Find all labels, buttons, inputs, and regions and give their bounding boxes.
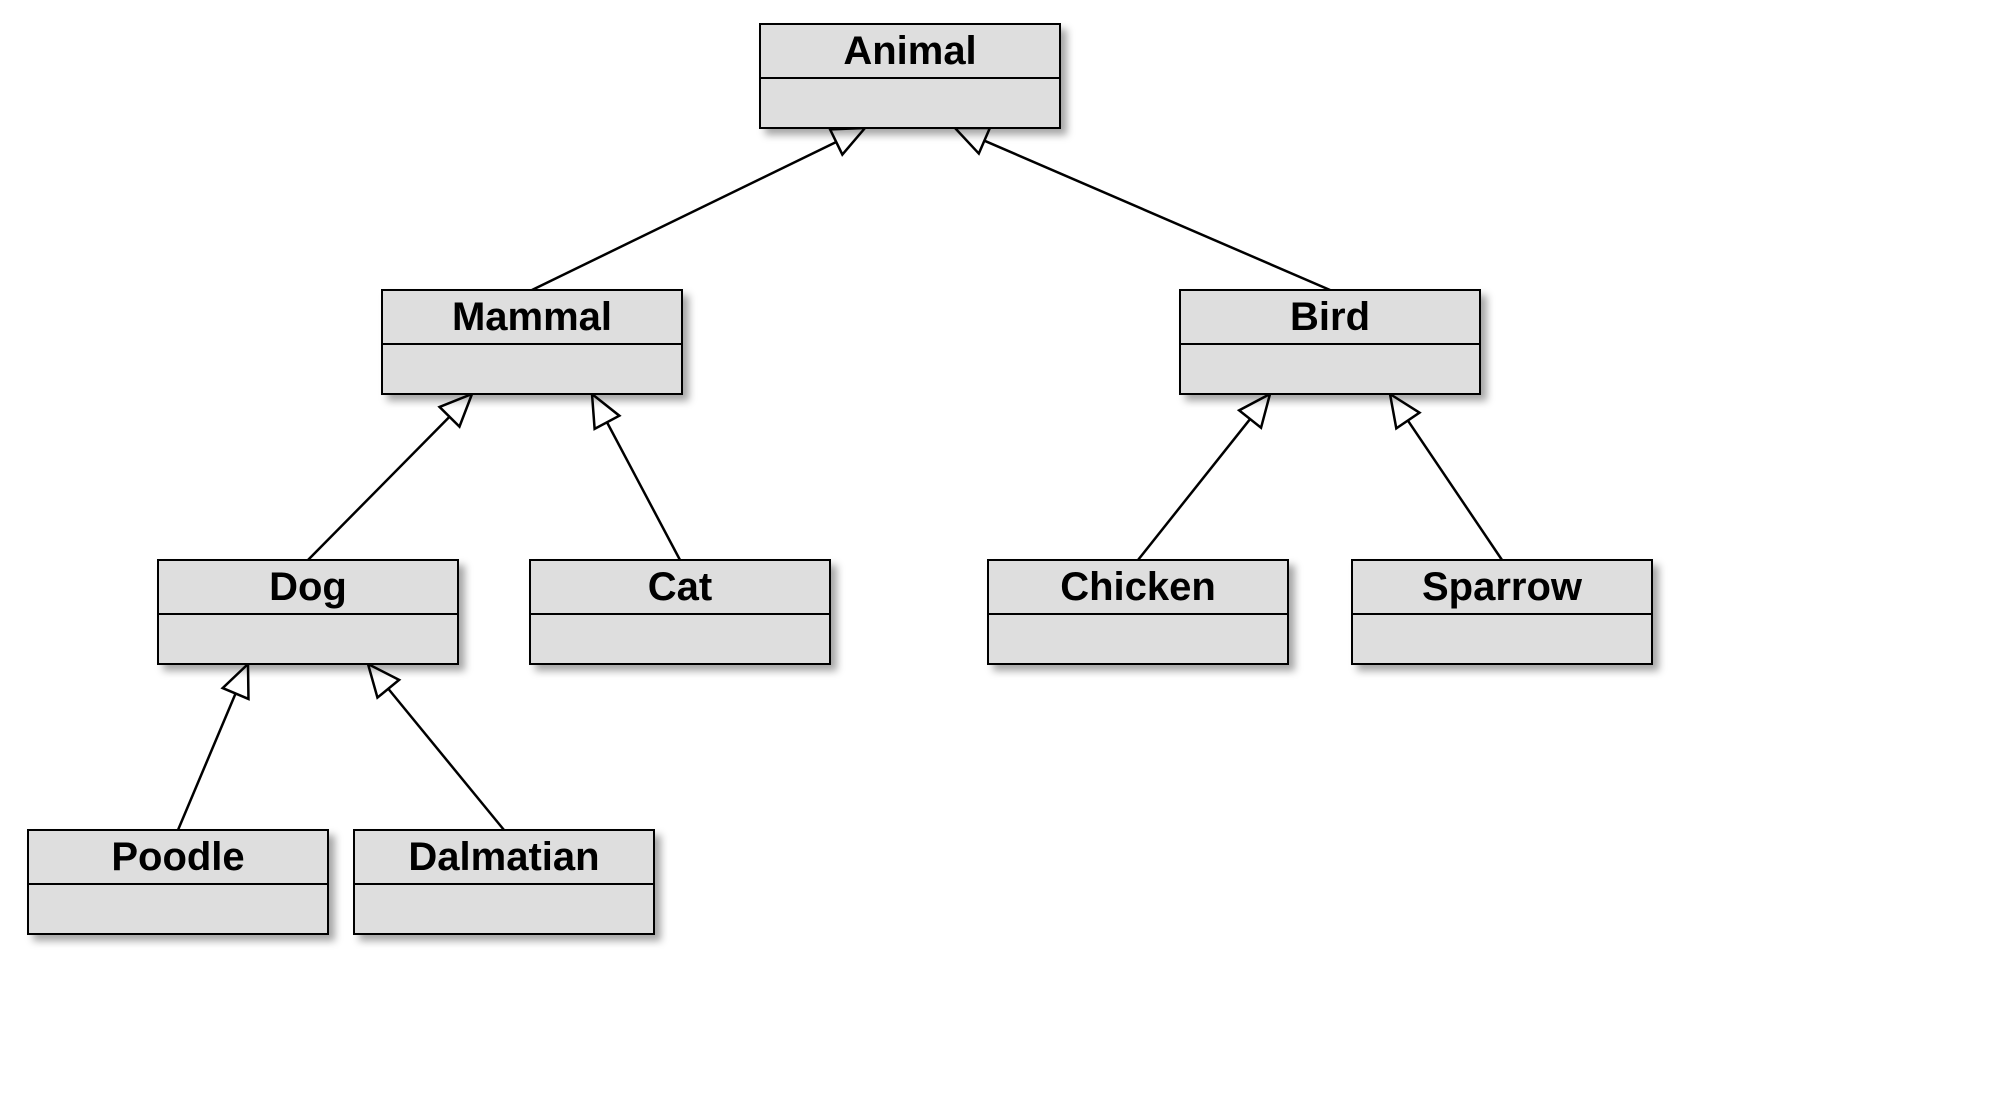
generalization-arrowhead-icon — [830, 128, 865, 155]
generalization-edge — [1138, 419, 1250, 560]
class-title: Dalmatian — [408, 835, 599, 879]
class-title: Animal — [843, 29, 976, 73]
class-node-mammal: Mammal — [382, 290, 682, 394]
class-node-sparrow: Sparrow — [1352, 560, 1652, 664]
class-title: Sparrow — [1422, 565, 1583, 609]
edges-layer — [178, 128, 1502, 830]
generalization-arrowhead-icon — [368, 664, 399, 698]
generalization-edge — [607, 422, 680, 560]
nodes-layer: Animal Mammal Bird Dog Cat Chicken Sparrow Pood… — [28, 24, 1652, 934]
class-title: Dog — [269, 565, 347, 609]
generalization-arrowhead-icon — [223, 664, 249, 699]
generalization-edge — [308, 417, 450, 560]
generalization-edge — [532, 142, 836, 290]
generalization-arrowhead-icon — [1239, 394, 1270, 428]
generalization-edge — [178, 693, 236, 830]
class-title: Bird — [1290, 295, 1370, 339]
class-title: Chicken — [1060, 565, 1216, 609]
generalization-arrowhead-icon — [592, 394, 619, 429]
generalization-arrowhead-icon — [1390, 394, 1420, 428]
class-node-bird: Bird — [1180, 290, 1480, 394]
class-node-dalmatian: Dalmatian — [354, 830, 654, 934]
class-node-poodle: Poodle — [28, 830, 328, 934]
class-node-dog: Dog — [158, 560, 458, 664]
class-node-animal: Animal — [760, 24, 1060, 128]
generalization-edge — [1408, 421, 1502, 560]
class-title: Cat — [648, 565, 712, 609]
class-title: Mammal — [452, 295, 612, 339]
generalization-arrowhead-icon — [955, 128, 990, 154]
class-title: Poodle — [111, 835, 244, 879]
class-node-cat: Cat — [530, 560, 830, 664]
uml-class-diagram: Animal Mammal Bird Dog Cat Chicken Sparrow Pood… — [0, 0, 1995, 1095]
generalization-edge — [984, 141, 1330, 290]
generalization-edge — [388, 689, 504, 830]
class-node-chicken: Chicken — [988, 560, 1288, 664]
